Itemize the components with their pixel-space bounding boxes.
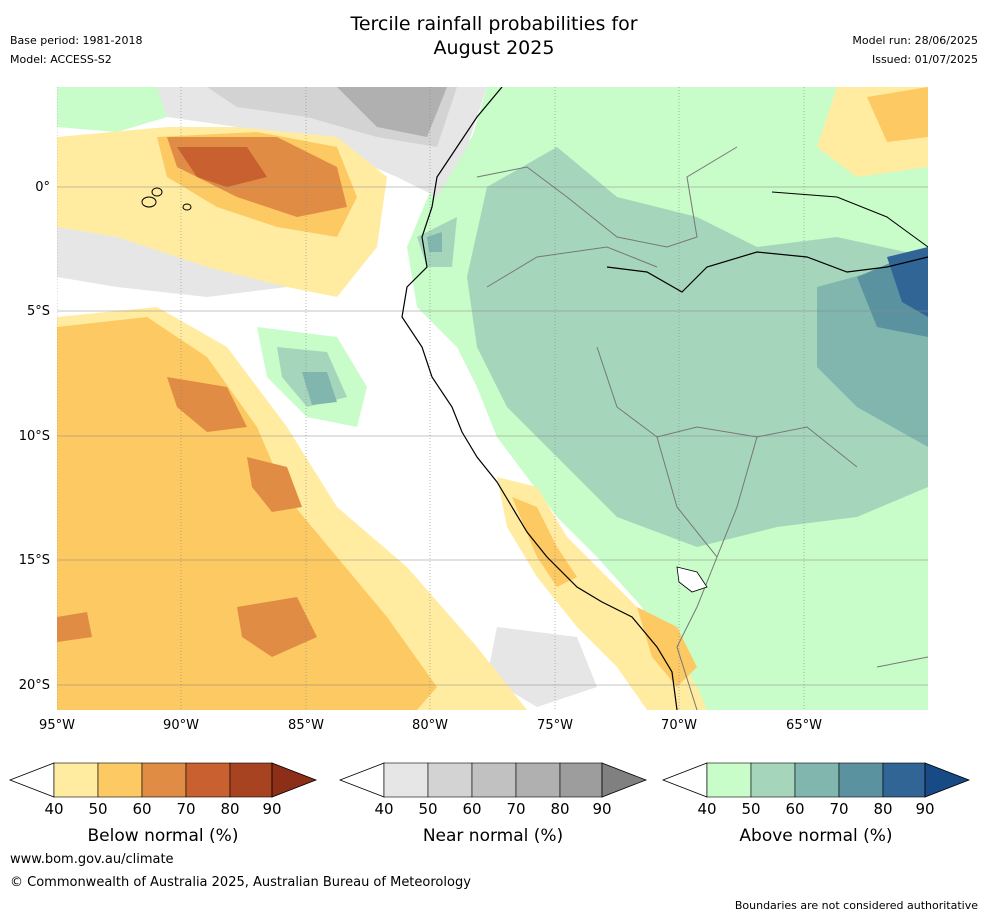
river-north (771, 191, 928, 248)
near-tick-60: 60 (462, 800, 482, 818)
title-line-1: Tercile rainfall probabilities for (350, 13, 638, 35)
probability-map (57, 87, 928, 710)
below-tick-50: 50 (88, 800, 108, 818)
near-swatch-4 (559, 762, 603, 798)
below-swatch-3 (185, 762, 231, 798)
above-tick-60: 60 (785, 800, 805, 818)
above-normal-label: Above normal (%) (739, 826, 893, 846)
near-tick-70: 70 (506, 800, 526, 818)
lon-label-65w: 65°W (786, 718, 822, 733)
country-borders (476, 146, 928, 710)
below-normal-label: Below normal (%) (87, 826, 239, 846)
near-swatch-3 (515, 762, 561, 798)
galapagos-islands (141, 187, 192, 211)
base-period: Base period: 1981-2018 (10, 34, 143, 47)
lat-label-0: 0° (35, 180, 50, 195)
colorbar-above-normal (661, 762, 971, 798)
below-swatch-2 (141, 762, 187, 798)
colorbars (8, 762, 971, 798)
graticule (57, 87, 928, 710)
above-swatch-3 (838, 762, 884, 798)
lon-label-90w: 90°W (163, 718, 199, 733)
lake-titicaca (676, 566, 708, 593)
above-tick-50: 50 (741, 800, 761, 818)
below-swatch-0 (53, 762, 99, 798)
lat-label-5s: 5°S (26, 304, 50, 319)
colorbar-below-normal (8, 762, 318, 798)
metadata-left: Base period: 1981-2018 Model: ACCESS-S2 (10, 31, 142, 69)
above-swatch-0 (706, 762, 752, 798)
colorbar-near-normal (338, 762, 648, 798)
coastline (401, 87, 678, 710)
above-normal-shading (57, 87, 928, 710)
near-tick-40: 40 (374, 800, 394, 818)
below-tick-40: 40 (44, 800, 64, 818)
lon-label-80w: 80°W (412, 718, 448, 733)
lon-label-75w: 75°W (537, 718, 573, 733)
above-tick-90: 90 (915, 800, 935, 818)
amazon-river (606, 251, 928, 293)
issued-date: Issued: 01/07/2025 (871, 53, 978, 66)
above-tick-70: 70 (829, 800, 849, 818)
lat-label-20s: 20°S (18, 678, 50, 693)
below-swatch-4 (229, 762, 273, 798)
model-run: Model run: 28/06/2025 (852, 34, 978, 47)
title-line-2: August 2025 (433, 37, 555, 59)
lon-label-70w: 70°W (661, 718, 697, 733)
below-swatch-1 (97, 762, 143, 798)
below-tick-90: 90 (262, 800, 282, 818)
below-tick-70: 70 (176, 800, 196, 818)
above-swatch-1 (750, 762, 796, 798)
below-tick-60: 60 (132, 800, 152, 818)
above-swatch-4 (882, 762, 926, 798)
footer-url: www.bom.gov.au/climate (10, 852, 174, 867)
near-tick-80: 80 (550, 800, 570, 818)
near-swatch-2 (471, 762, 517, 798)
lat-label-10s: 10°S (18, 429, 50, 444)
near-normal-label: Near normal (%) (422, 826, 564, 846)
lon-label-95w: 95°W (39, 718, 75, 733)
footer-note: Boundaries are not considered authoritat… (734, 899, 978, 912)
near-swatch-0 (383, 762, 429, 798)
above-tick-80: 80 (873, 800, 893, 818)
model-name: Model: ACCESS-S2 (10, 53, 112, 66)
near-tick-90: 90 (592, 800, 612, 818)
near-tick-50: 50 (418, 800, 438, 818)
footer-copyright: © Commonwealth of Australia 2025, Austra… (10, 875, 471, 890)
chart-title: Tercile rainfall probabilities for Augus… (0, 12, 988, 60)
above-swatch-2 (794, 762, 840, 798)
below-normal-shading (57, 127, 707, 710)
lat-label-15s: 15°S (18, 553, 50, 568)
above-tick-40: 40 (697, 800, 717, 818)
below-tick-80: 80 (220, 800, 240, 818)
lon-label-85w: 85°W (288, 718, 324, 733)
metadata-right: Model run: 28/06/2025 Issued: 01/07/2025 (852, 31, 978, 69)
near-swatch-1 (427, 762, 473, 798)
map-canvas (57, 87, 928, 710)
